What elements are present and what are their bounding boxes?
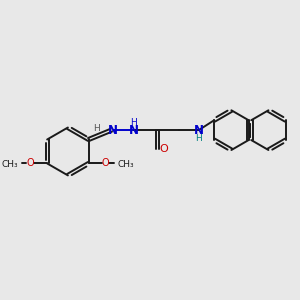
Text: N: N <box>194 124 204 136</box>
Text: H: H <box>195 134 202 143</box>
Text: CH₃: CH₃ <box>118 160 134 169</box>
Text: H: H <box>93 124 100 134</box>
Text: O: O <box>26 158 34 168</box>
Text: CH₃: CH₃ <box>1 160 18 169</box>
Text: O: O <box>102 158 110 168</box>
Text: N: N <box>108 124 118 136</box>
Text: H: H <box>130 118 137 127</box>
Text: O: O <box>160 144 169 154</box>
Text: N: N <box>129 124 139 136</box>
